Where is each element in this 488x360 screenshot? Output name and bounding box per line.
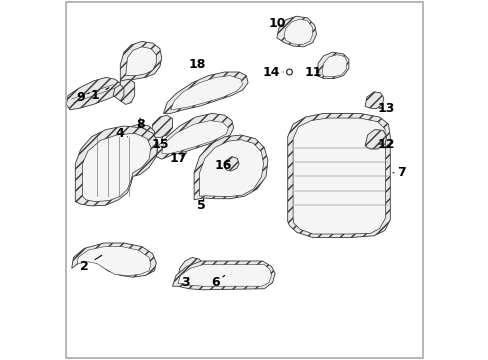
Polygon shape (178, 257, 203, 281)
Polygon shape (151, 115, 172, 138)
Polygon shape (284, 19, 312, 45)
Polygon shape (224, 157, 239, 171)
Polygon shape (199, 140, 263, 197)
Polygon shape (111, 124, 154, 160)
Polygon shape (117, 129, 150, 157)
Polygon shape (125, 47, 156, 76)
Text: 12: 12 (377, 138, 395, 150)
Polygon shape (77, 247, 151, 276)
Polygon shape (170, 76, 242, 110)
Text: 3: 3 (181, 276, 189, 289)
Polygon shape (162, 121, 228, 154)
Text: 6: 6 (211, 275, 224, 289)
Text: 17: 17 (169, 152, 186, 165)
Text: 18: 18 (189, 58, 206, 71)
Text: 13: 13 (377, 102, 395, 114)
Text: 2: 2 (80, 255, 102, 273)
Polygon shape (120, 79, 134, 104)
Polygon shape (82, 133, 151, 202)
Text: 1: 1 (91, 88, 109, 102)
Polygon shape (75, 126, 158, 206)
Polygon shape (276, 16, 316, 47)
Text: 9: 9 (76, 91, 89, 104)
Polygon shape (66, 77, 122, 110)
Text: 11: 11 (304, 66, 321, 78)
Polygon shape (72, 243, 156, 277)
Polygon shape (163, 72, 247, 113)
Text: 16: 16 (214, 159, 231, 172)
Polygon shape (120, 41, 162, 83)
Polygon shape (365, 92, 383, 109)
Polygon shape (292, 118, 385, 234)
Text: 14: 14 (262, 66, 283, 78)
Polygon shape (365, 130, 386, 149)
Text: 8: 8 (136, 118, 144, 131)
Polygon shape (172, 261, 275, 290)
Polygon shape (178, 265, 271, 286)
Text: 4: 4 (116, 127, 127, 140)
Polygon shape (316, 52, 348, 78)
Text: 10: 10 (267, 17, 285, 30)
Polygon shape (113, 85, 123, 101)
Polygon shape (287, 113, 389, 238)
Polygon shape (321, 55, 346, 77)
Text: 5: 5 (197, 199, 205, 212)
Polygon shape (194, 135, 267, 200)
Text: 15: 15 (151, 138, 168, 150)
Text: 7: 7 (392, 166, 405, 179)
Polygon shape (156, 113, 233, 159)
